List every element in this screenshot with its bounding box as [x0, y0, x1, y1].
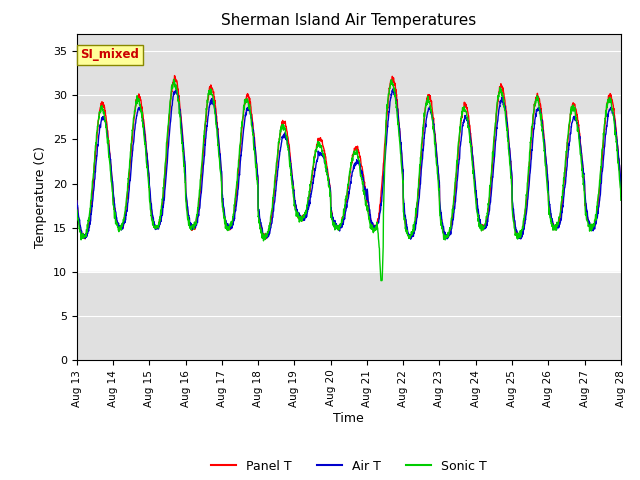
Text: SI_mixed: SI_mixed [81, 48, 140, 61]
X-axis label: Time: Time [333, 412, 364, 425]
Bar [77, 34, 621, 113]
Bar [77, 272, 621, 360]
Title: Sherman Island Air Temperatures: Sherman Island Air Temperatures [221, 13, 476, 28]
Y-axis label: Temperature (C): Temperature (C) [35, 146, 47, 248]
Legend: Panel T, Air T, Sonic T: Panel T, Air T, Sonic T [206, 455, 492, 478]
